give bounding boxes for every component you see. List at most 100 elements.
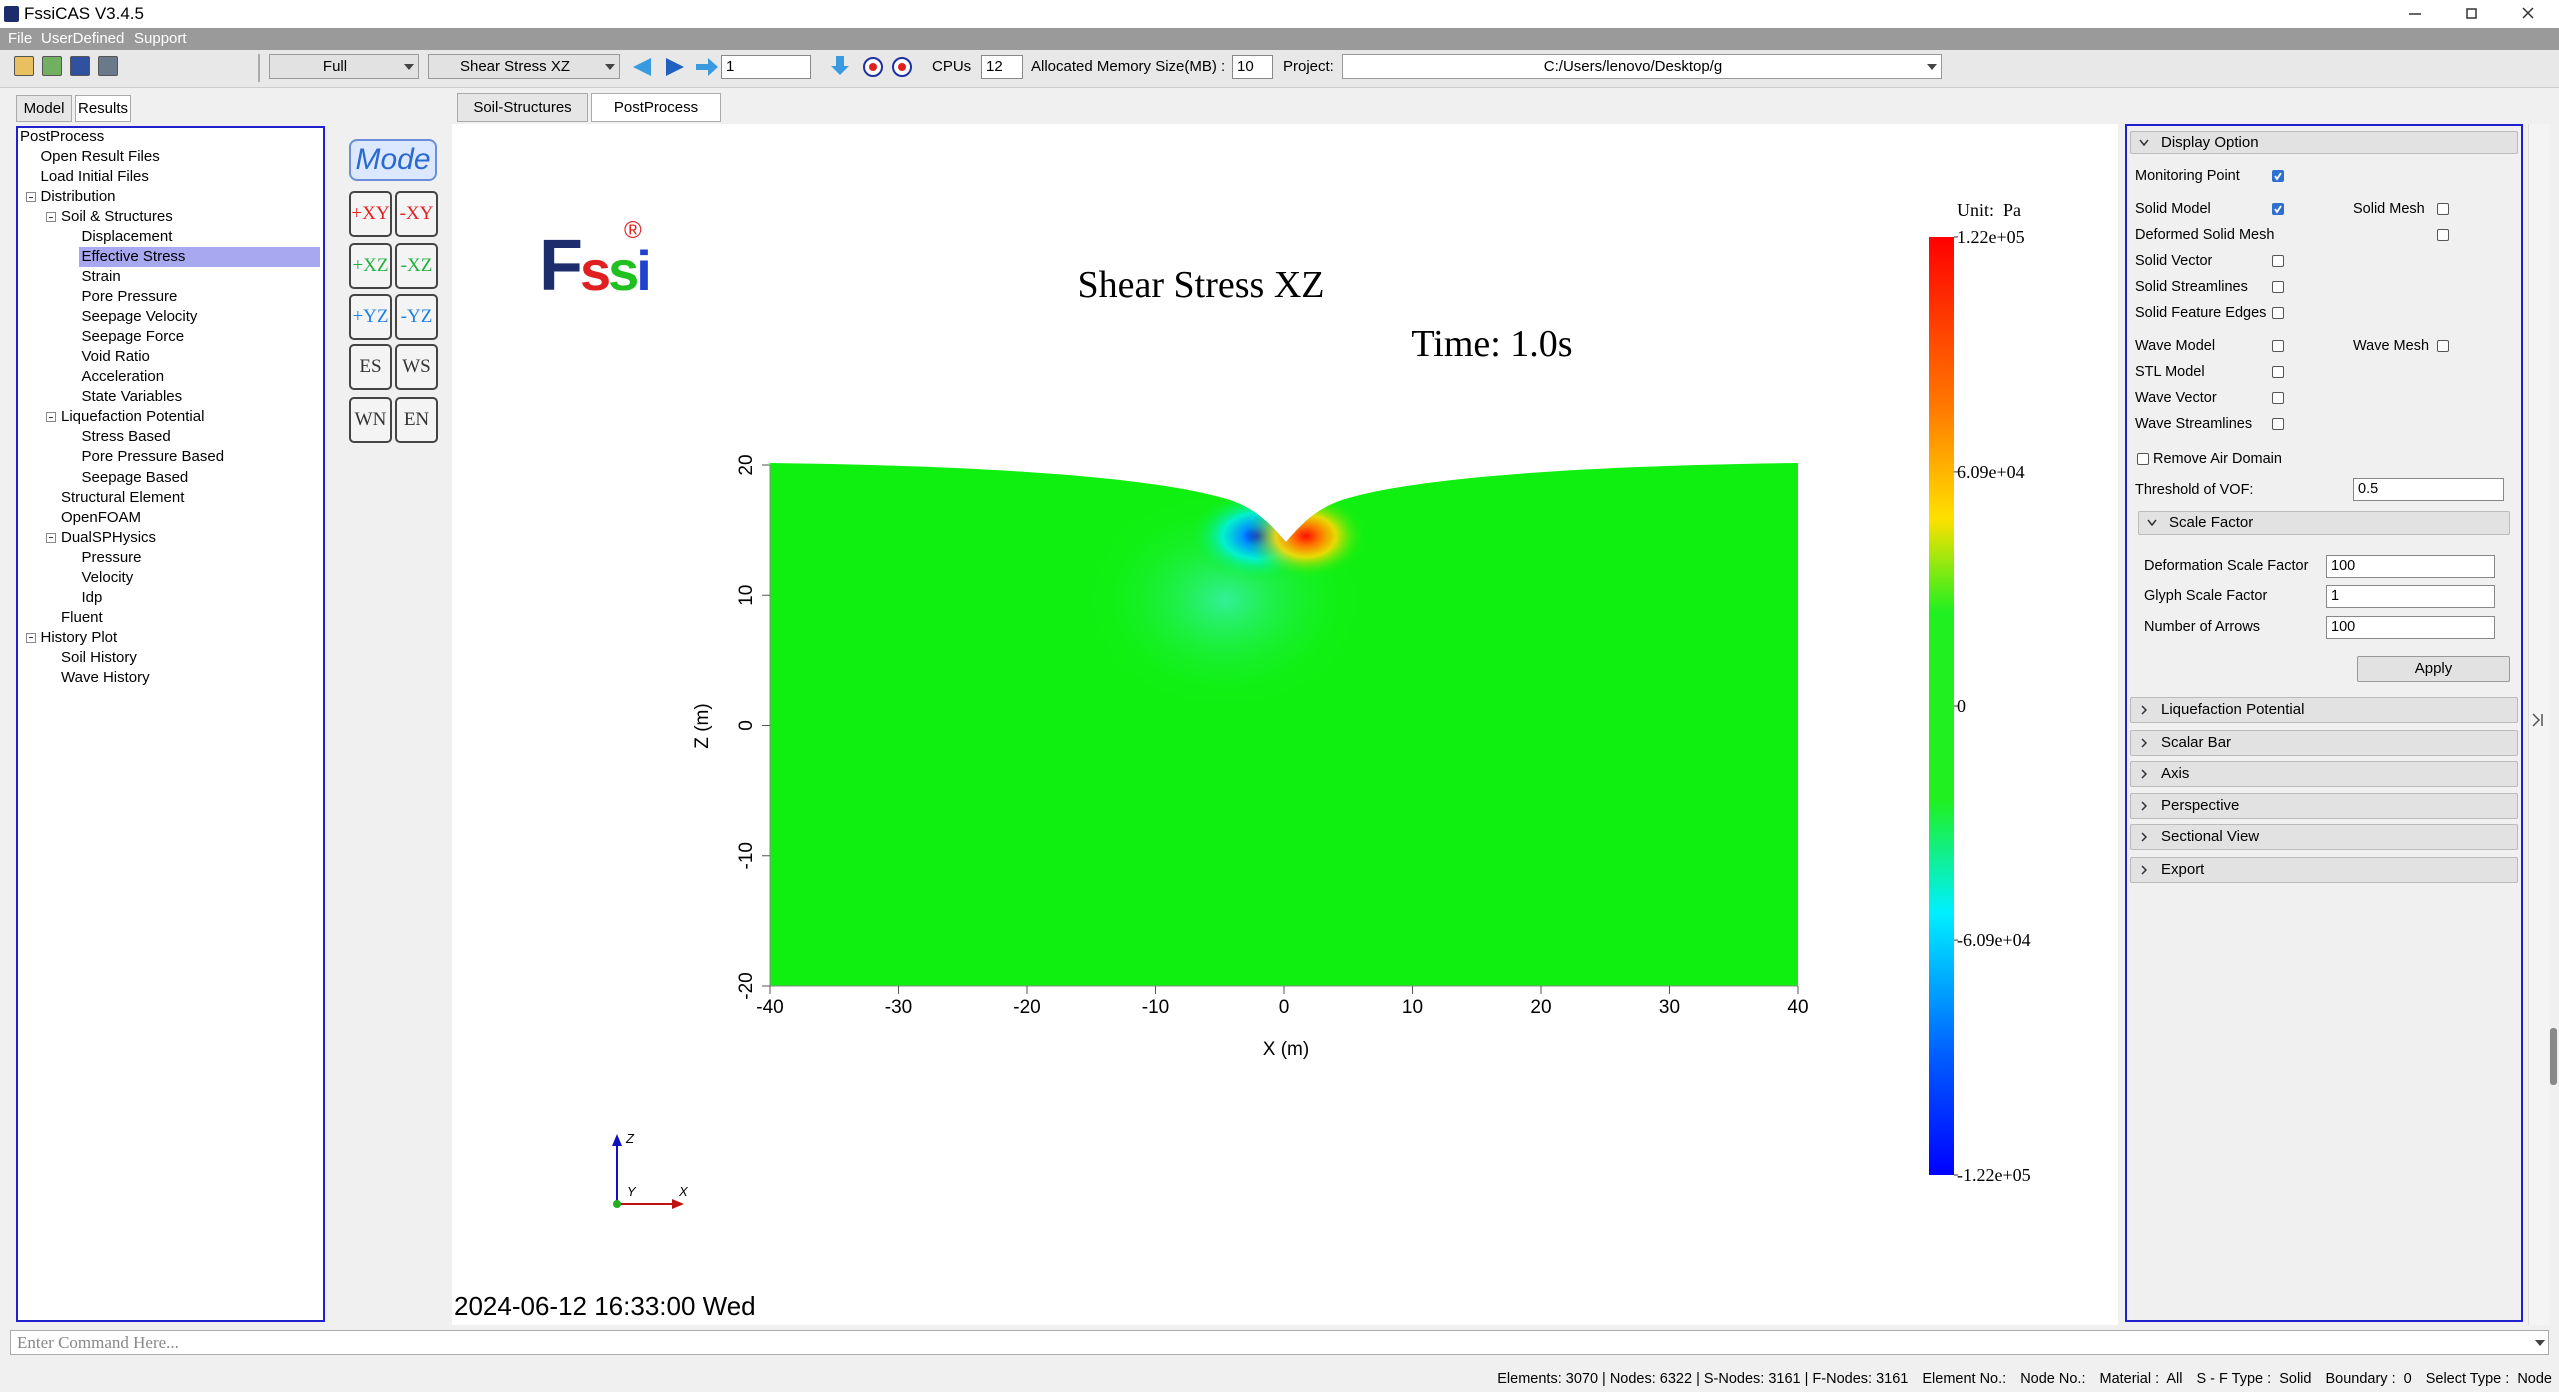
view-button[interactable]: -XZ bbox=[395, 243, 438, 289]
menu-item[interactable]: UserDefined bbox=[41, 30, 125, 47]
tree-item[interactable]: PostProcess bbox=[20, 128, 105, 145]
close-icon bbox=[2522, 7, 2534, 19]
chevron-glyph bbox=[2141, 738, 2148, 748]
checkbox[interactable] bbox=[2437, 229, 2449, 241]
tree-item[interactable]: Pore Pressure Based bbox=[81, 448, 225, 466]
tree-expander[interactable] bbox=[46, 212, 56, 223]
tree-expander[interactable] bbox=[46, 412, 56, 423]
checkbox[interactable] bbox=[2272, 392, 2284, 404]
chevron-icon bbox=[2139, 139, 2149, 146]
toolbar-icon[interactable] bbox=[42, 56, 62, 76]
expander-minus bbox=[49, 216, 53, 218]
checkbox[interactable] bbox=[2272, 170, 2284, 182]
tree-item[interactable]: Soil & Structures bbox=[61, 208, 173, 226]
section-header[interactable]: Export bbox=[2130, 857, 2518, 883]
memory-input[interactable]: 10 bbox=[1232, 55, 1273, 79]
cpus-input[interactable]: 12 bbox=[981, 55, 1023, 79]
z-tick-label: -10 bbox=[736, 842, 757, 869]
tree-item[interactable]: Displacement bbox=[81, 228, 173, 246]
section-header[interactable]: Liquefaction Potential bbox=[2130, 697, 2518, 723]
tree-item[interactable]: History Plot bbox=[40, 628, 118, 646]
tree-item[interactable]: Pressure bbox=[81, 548, 142, 566]
tree-item[interactable]: Velocity bbox=[81, 568, 134, 586]
view-button[interactable]: WN bbox=[349, 397, 392, 443]
left-tab[interactable]: Results bbox=[75, 95, 131, 122]
section-header[interactable]: Sectional View bbox=[2130, 824, 2518, 850]
tree-item[interactable]: DualSPHysics bbox=[61, 528, 157, 546]
toolbar-icon[interactable] bbox=[98, 56, 118, 76]
vof-input[interactable]: 0.5 bbox=[2353, 478, 2504, 501]
positive-stress-zone bbox=[1246, 494, 1366, 578]
view-tab[interactable]: PostProcess bbox=[591, 93, 721, 122]
checkbox[interactable] bbox=[2272, 418, 2284, 430]
view-button[interactable]: EN bbox=[395, 397, 438, 443]
section-header[interactable]: Perspective bbox=[2130, 793, 2518, 819]
soil-domain bbox=[770, 463, 1798, 986]
checkbox[interactable] bbox=[2272, 366, 2284, 378]
tree-item[interactable]: Structural Element bbox=[61, 488, 185, 506]
view-button[interactable]: ES bbox=[349, 344, 392, 390]
tree-item[interactable]: Seepage Based bbox=[81, 468, 189, 486]
tree-expander[interactable] bbox=[25, 632, 36, 643]
chevron-glyph bbox=[2141, 801, 2148, 811]
tree-item[interactable]: Effective Stress bbox=[81, 248, 186, 266]
view-button[interactable]: +YZ bbox=[349, 294, 392, 340]
tree-item[interactable]: Pore Pressure bbox=[81, 288, 178, 306]
tree-item[interactable]: Void Ratio bbox=[81, 348, 150, 366]
tree-item[interactable]: OpenFOAM bbox=[61, 508, 142, 526]
tree-item[interactable]: Liquefaction Potential bbox=[61, 408, 205, 426]
tree-item[interactable]: Idp bbox=[81, 588, 103, 606]
section-header[interactable]: Scalar Bar bbox=[2130, 730, 2518, 756]
checkbox[interactable] bbox=[2437, 203, 2449, 215]
field-input[interactable]: 100 bbox=[2326, 555, 2495, 578]
menu-item[interactable]: File bbox=[8, 30, 33, 47]
display-option-header[interactable]: Display Option bbox=[2130, 131, 2518, 154]
checkbox[interactable] bbox=[2272, 281, 2284, 293]
z-tick-label: 20 bbox=[736, 454, 757, 475]
checkbox[interactable] bbox=[2137, 453, 2149, 465]
command-input[interactable]: Enter Command Here... bbox=[10, 1330, 2549, 1355]
toolbar-icon[interactable] bbox=[14, 56, 34, 76]
view-tab[interactable]: Soil-Structures bbox=[457, 93, 588, 122]
tree-expander[interactable] bbox=[46, 532, 56, 543]
checkbox[interactable] bbox=[2437, 340, 2449, 352]
view-button[interactable]: +XZ bbox=[349, 243, 392, 289]
timestamp: 2024-06-12 16:33:00 Wed bbox=[454, 1291, 756, 1321]
tree-item[interactable]: Wave History bbox=[61, 668, 150, 686]
apply-button[interactable]: Apply bbox=[2357, 656, 2510, 682]
view-button[interactable]: -XY bbox=[395, 191, 438, 237]
left-tab[interactable]: Model bbox=[16, 95, 72, 122]
tree-item[interactable]: Stress Based bbox=[81, 428, 171, 446]
tree-item[interactable]: Distribution bbox=[40, 188, 116, 206]
project-combo[interactable]: C:/Users/lenovo/Desktop/g bbox=[1342, 54, 1942, 79]
tree-item[interactable]: Fluent bbox=[61, 608, 103, 626]
checkbox[interactable] bbox=[2272, 255, 2284, 267]
mode-combo[interactable]: Full bbox=[269, 54, 419, 79]
tree-item[interactable]: Load Initial Files bbox=[40, 168, 149, 186]
tree-item[interactable]: Soil History bbox=[61, 648, 137, 666]
field-input[interactable]: 1 bbox=[2326, 585, 2495, 608]
step-input[interactable]: 1 bbox=[721, 55, 811, 79]
variable-combo[interactable]: Shear Stress XZ bbox=[428, 54, 620, 79]
toolbar-icon[interactable] bbox=[70, 56, 90, 76]
tree-item[interactable]: Strain bbox=[81, 268, 121, 286]
tree-expander[interactable] bbox=[25, 192, 36, 203]
tree-item[interactable]: Seepage Force bbox=[81, 328, 185, 346]
checkbox[interactable] bbox=[2272, 203, 2284, 215]
tree-item[interactable]: State Variables bbox=[81, 388, 183, 406]
field-input[interactable]: 100 bbox=[2326, 616, 2495, 639]
view-button[interactable]: WS bbox=[395, 344, 438, 390]
view-button[interactable]: +XY bbox=[349, 191, 392, 237]
x-tick-label: -10 bbox=[1142, 997, 1169, 1018]
scale-factor-header[interactable]: Scale Factor bbox=[2138, 511, 2510, 535]
menu-item[interactable]: Support bbox=[134, 30, 187, 47]
section-header[interactable]: Axis bbox=[2130, 761, 2518, 787]
tree-item[interactable]: Seepage Velocity bbox=[81, 308, 198, 326]
view-button[interactable]: -YZ bbox=[395, 294, 438, 340]
checkbox[interactable] bbox=[2272, 307, 2284, 319]
mode-button[interactable]: Mode bbox=[349, 139, 437, 181]
tree-item[interactable]: Acceleration bbox=[81, 368, 165, 386]
checkbox[interactable] bbox=[2272, 340, 2284, 352]
tree-item[interactable]: Open Result Files bbox=[40, 148, 160, 166]
